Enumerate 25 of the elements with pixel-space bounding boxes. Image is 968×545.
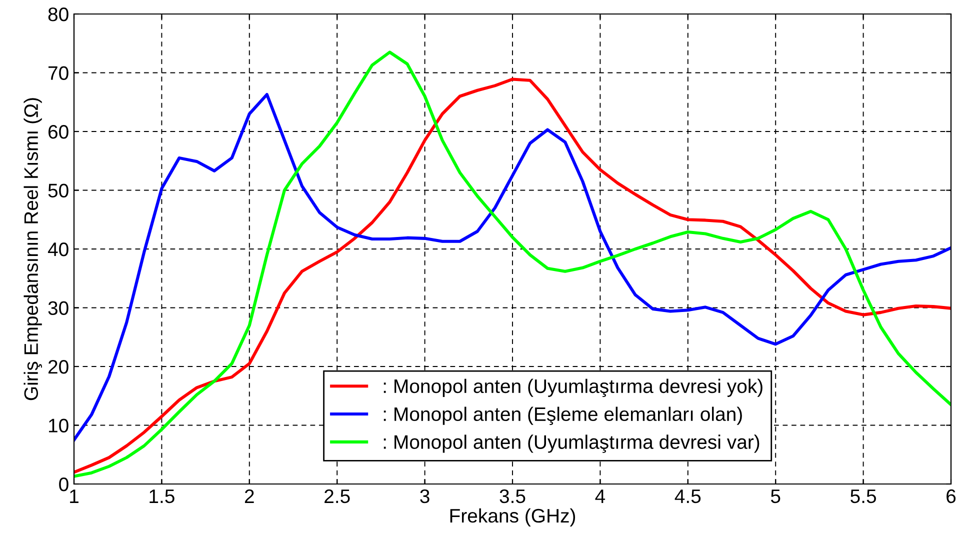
x-tick-label: 5 <box>770 490 780 504</box>
x-axis-title: Frekans (GHz) <box>450 508 576 526</box>
x-tick-label: 1 <box>70 490 78 503</box>
x-tick-label: 5.5 <box>850 490 876 504</box>
y-tick-label: 10 <box>48 418 68 432</box>
y-tick-label: 80 <box>48 7 68 22</box>
x-tick-label: 2 <box>244 489 254 503</box>
y-tick-label: 60 <box>48 124 68 139</box>
y-axis-title: Giriş Empedansının Reel Kısmı (Ω) <box>24 98 42 400</box>
legend-label: : Monopol anten (Uyumlaştırma devresi var) <box>384 434 760 453</box>
y-tick-label: 70 <box>48 66 68 80</box>
x-tick-label: 3.5 <box>500 489 526 504</box>
x-tick-label: 1.5 <box>150 490 174 504</box>
y-tick-label: 50 <box>48 184 68 198</box>
x-tick-label: 6 <box>946 489 956 504</box>
x-tick-label: 4.5 <box>674 490 701 504</box>
y-tick-label: 20 <box>48 360 68 374</box>
legend-label: : Monopol anten (Eşleme elemanları olan) <box>384 406 742 425</box>
y-tick-label: 40 <box>48 242 68 256</box>
y-tick-label: 30 <box>48 301 68 315</box>
x-tick-label: 2.5 <box>324 489 350 504</box>
legend-label: : Monopol anten (Uyumlaştırma devresi yok) <box>384 378 762 398</box>
y-tick-label: 0 <box>59 477 68 492</box>
x-tick-label: 4 <box>595 490 606 503</box>
x-tick-label: 3 <box>420 489 430 504</box>
